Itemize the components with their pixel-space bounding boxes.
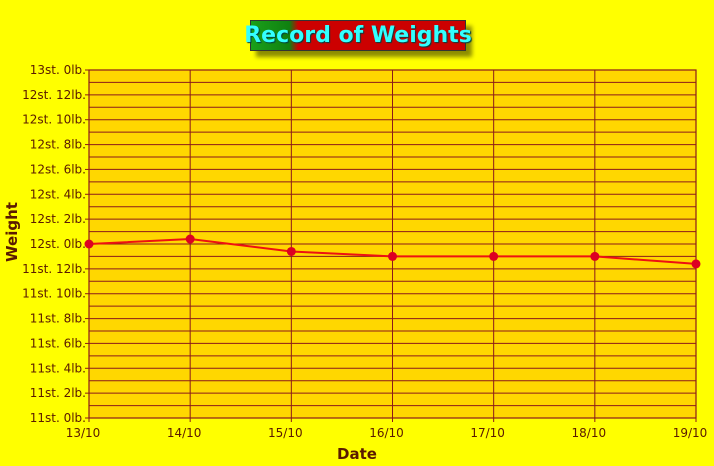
y-tick-label: 12st. 12lb. — [22, 88, 86, 102]
y-tick-label: 11st. 2lb. — [30, 386, 86, 400]
y-axis-title: Weight — [3, 202, 21, 262]
y-tick-label: 12st. 8lb. — [30, 138, 86, 152]
x-tick-label: 13/10 — [66, 426, 101, 440]
y-tick-label: 12st. 0lb. — [30, 237, 86, 251]
y-tick-label: 12st. 6lb. — [30, 162, 86, 176]
y-tick-label: 12st. 10lb. — [22, 113, 86, 127]
x-axis-title: Date — [337, 445, 377, 463]
y-tick-label: 12st. 2lb. — [30, 212, 86, 226]
data-point — [590, 251, 600, 261]
y-tick-label: 13st. 0lb. — [30, 63, 86, 77]
y-tick-label: 11st. 10lb. — [22, 287, 86, 301]
x-tick-label: 16/10 — [369, 426, 404, 440]
data-point — [185, 234, 195, 244]
x-tick-label: 15/10 — [268, 426, 303, 440]
chart-title-box: Record of Weights — [244, 20, 472, 51]
y-tick-label: 11st. 6lb. — [30, 336, 86, 350]
x-tick-label: 14/10 — [167, 426, 202, 440]
data-point — [388, 251, 397, 261]
chart-title-container: Record of Weights — [244, 20, 472, 57]
x-tick-label: 19/10 — [673, 426, 708, 440]
data-point — [286, 246, 296, 256]
data-point — [84, 239, 94, 249]
x-tick-label: 18/10 — [572, 426, 607, 440]
x-tick-label: 17/10 — [470, 426, 505, 440]
data-point — [691, 259, 701, 269]
y-tick-label: 11st. 8lb. — [30, 312, 86, 326]
plot-layer: 13st. 0lb. 12st. 12lb. 12st. 10lb. 12st. 8l… — [22, 63, 707, 440]
y-tick-label: 11st. 12lb. — [22, 262, 86, 276]
y-tick-label: 11st. 4lb. — [30, 361, 86, 375]
y-tick-label: 12st. 4lb. — [30, 187, 86, 201]
y-tick-label: 11st. 0lb. — [30, 411, 86, 425]
chart-title: Record of Weights — [244, 23, 472, 48]
data-point — [489, 251, 499, 261]
